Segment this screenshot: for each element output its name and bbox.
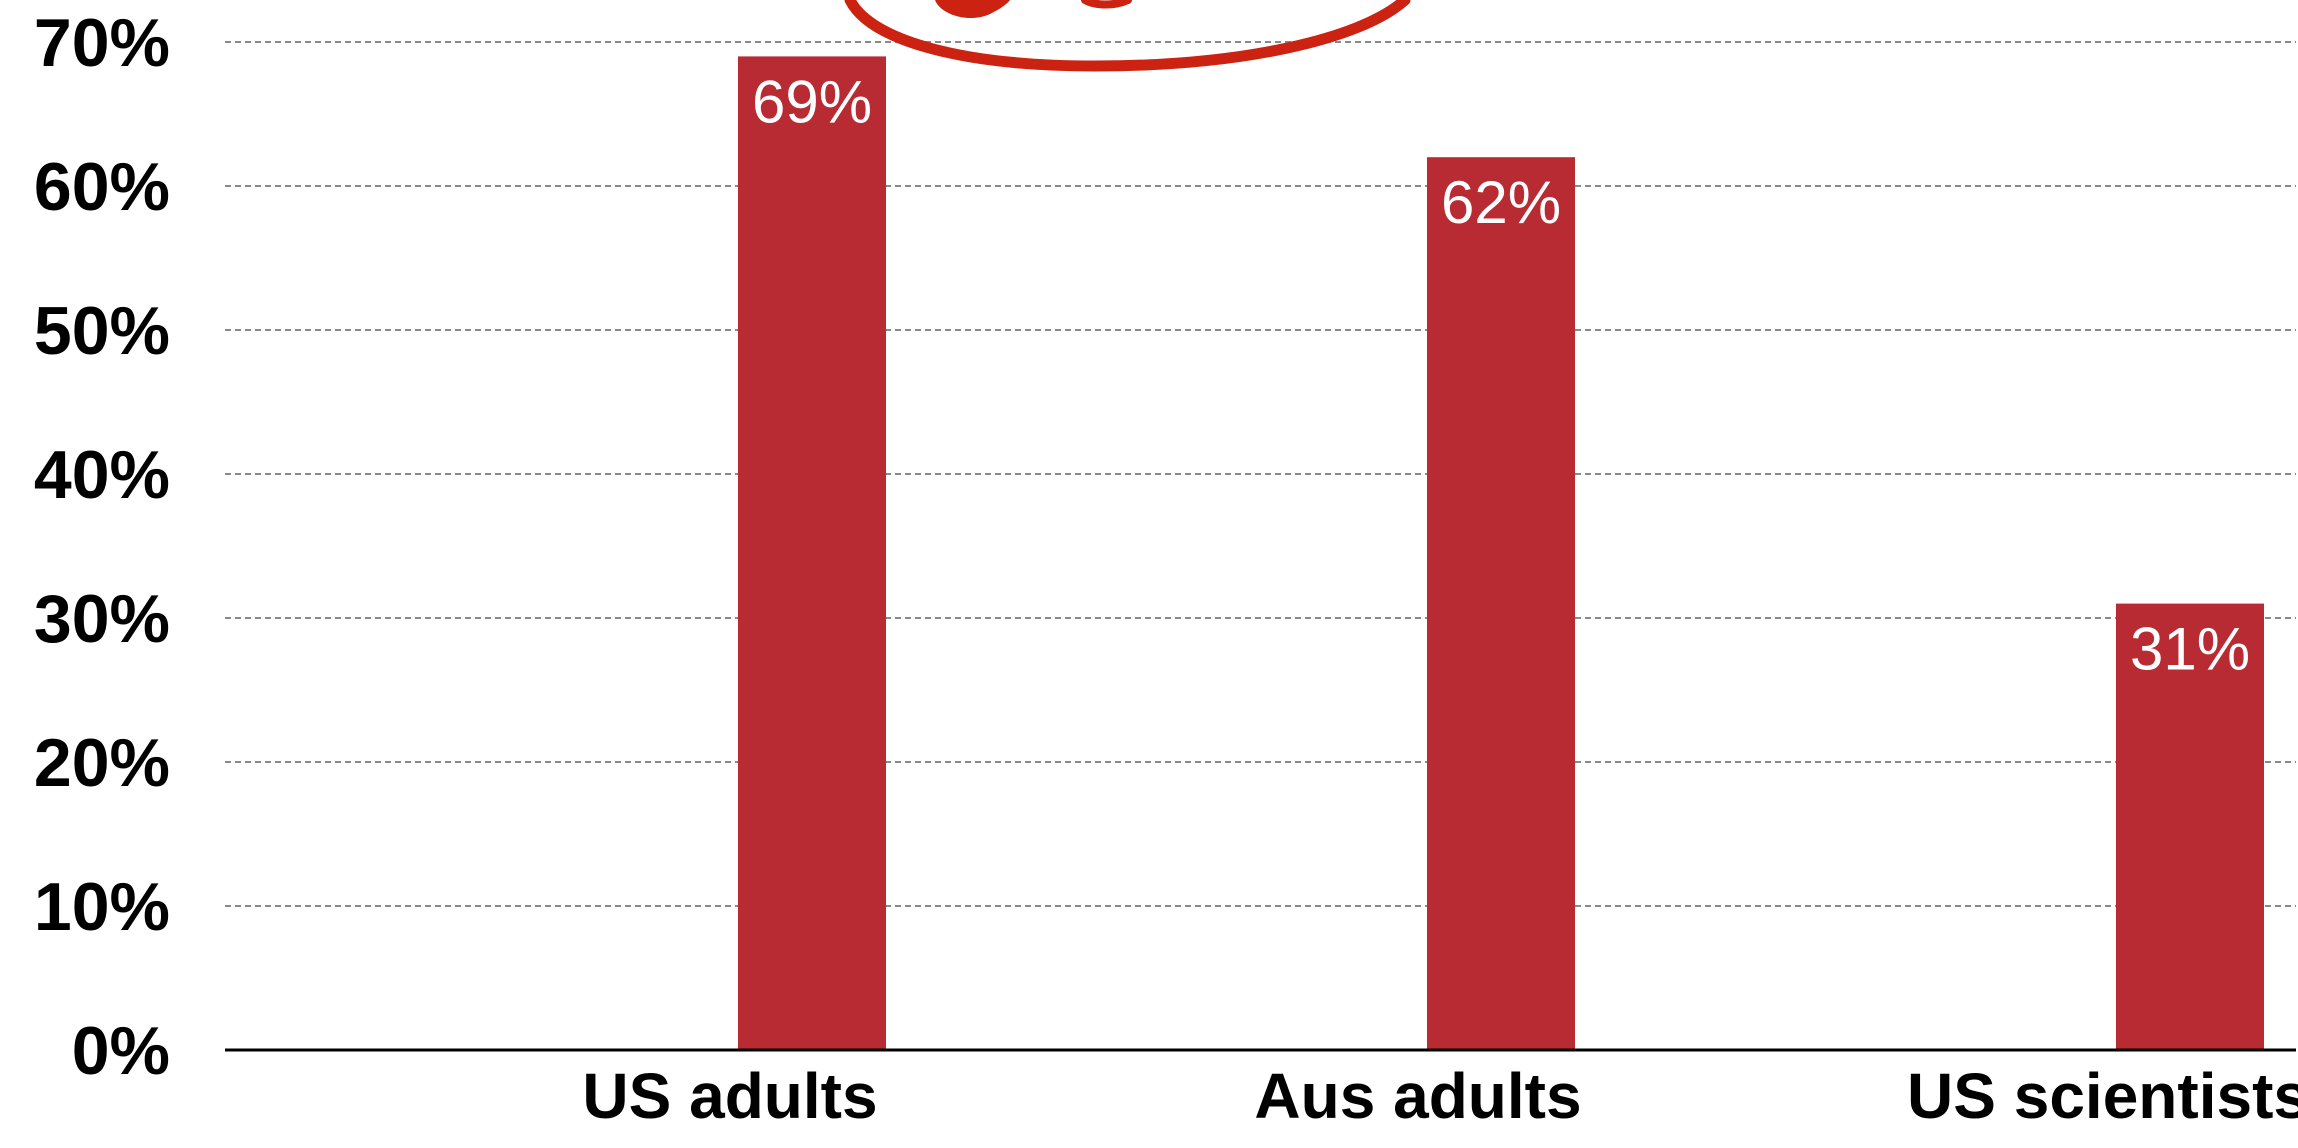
gridlines <box>225 41 2296 907</box>
annotation-mark <box>935 0 1010 19</box>
annotation-circle <box>844 0 1411 72</box>
y-tick-label: 40% <box>34 437 170 513</box>
y-tick-label: 20% <box>34 725 170 801</box>
annotation-mark <box>1081 0 1132 9</box>
bar <box>2116 603 2264 1050</box>
category-label: US scientists <box>1907 1060 2298 1132</box>
bar <box>738 56 886 1050</box>
labels: 0% 10% 20% 30% 40% 50% 60% 70% 69% US adults 62% Au… <box>34 5 2298 1132</box>
annotation <box>844 0 1411 72</box>
y-tick-label: 10% <box>34 869 170 945</box>
data-label: 69% <box>752 68 872 135</box>
category-label: US adults <box>582 1060 877 1132</box>
data-label: 62% <box>1441 169 1561 236</box>
y-tick-label: 70% <box>34 5 170 81</box>
data-label: 31% <box>2130 616 2250 683</box>
y-tick-label: 50% <box>34 293 170 369</box>
y-tick-label: 30% <box>34 581 170 657</box>
y-tick-label: 0% <box>72 1013 170 1089</box>
bar <box>1427 157 1575 1050</box>
category-label: Aus adults <box>1254 1060 1581 1132</box>
y-tick-label: 60% <box>34 149 170 225</box>
bars <box>738 56 2264 1050</box>
